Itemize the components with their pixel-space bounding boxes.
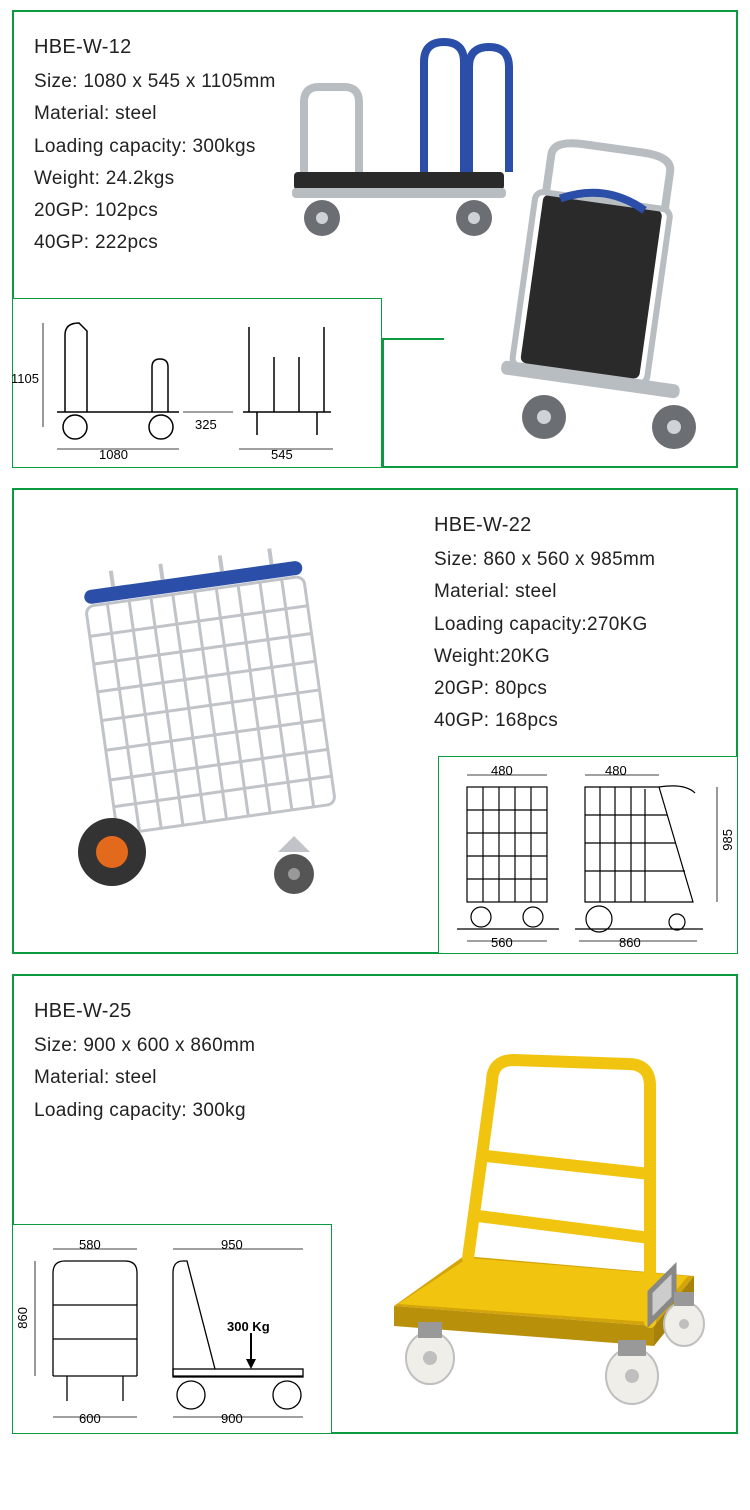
spec-line: Size: 860 x 560 x 985mm [434,544,655,576]
dim-h: 985 [720,829,735,851]
connector-line [382,338,444,340]
connector-line [382,338,384,468]
spec-block: HBE-W-25 Size: 900 x 600 x 860mm Materia… [34,994,255,1127]
spec-line: Weight: 24.2kgs [34,163,276,195]
dim-top2: 950 [221,1237,243,1252]
spec-line: 40GP: 168pcs [434,705,655,737]
model-code: HBE-W-12 [34,30,276,64]
spec-line: Material: steel [34,1062,255,1094]
spec-line: Loading capacity: 300kgs [34,131,276,163]
spec-line: Material: steel [434,576,655,608]
dim-load: 300 Kg [227,1319,270,1334]
dim-mid: 325 [195,417,217,432]
dim-b2: 860 [619,935,641,950]
dim-b1: 600 [79,1411,101,1426]
dim-w1: 1080 [99,447,128,462]
model-code: HBE-W-22 [434,508,655,542]
dim-w2: 545 [271,447,293,462]
dim-b1: 560 [491,935,513,950]
model-code: HBE-W-25 [34,994,255,1028]
dim-top1: 580 [79,1237,101,1252]
dim-h: 860 [15,1307,30,1329]
dimension-diagram: 1105 1080 325 545 [12,298,382,468]
product-card-2: HBE-W-22 Size: 860 x 560 x 985mm Materia… [12,488,738,954]
spec-line: Material: steel [34,98,276,130]
spec-block: HBE-W-12 Size: 1080 x 545 x 1105mm Mater… [34,30,276,260]
product-card-1: HBE-W-12 Size: 1080 x 545 x 1105mm Mater… [12,10,738,468]
spec-line: 20GP: 102pcs [34,195,276,227]
spec-line: 20GP: 80pcs [434,673,655,705]
spec-line: Size: 1080 x 545 x 1105mm [34,66,276,98]
dimension-diagram: 480 480 985 560 860 [438,756,738,954]
product-illustration [354,1006,734,1426]
dim-top2: 480 [605,763,627,778]
product-card-3: HBE-W-25 Size: 900 x 600 x 860mm Materia… [12,974,738,1434]
spec-line: 40GP: 222pcs [34,227,276,259]
dimension-diagram: 580 950 860 300 Kg 600 900 [12,1224,332,1434]
dim-height: 1105 [11,371,39,386]
spec-block: HBE-W-22 Size: 860 x 560 x 985mm Materia… [434,508,655,738]
spec-line: Loading capacity:270KG [434,609,655,641]
spec-line: Size: 900 x 600 x 860mm [34,1030,255,1062]
spec-line: Weight:20KG [434,641,655,673]
dim-top1: 480 [491,763,513,778]
product-illustration [34,530,394,930]
spec-line: Loading capacity: 300kg [34,1095,255,1127]
dim-b2: 900 [221,1411,243,1426]
